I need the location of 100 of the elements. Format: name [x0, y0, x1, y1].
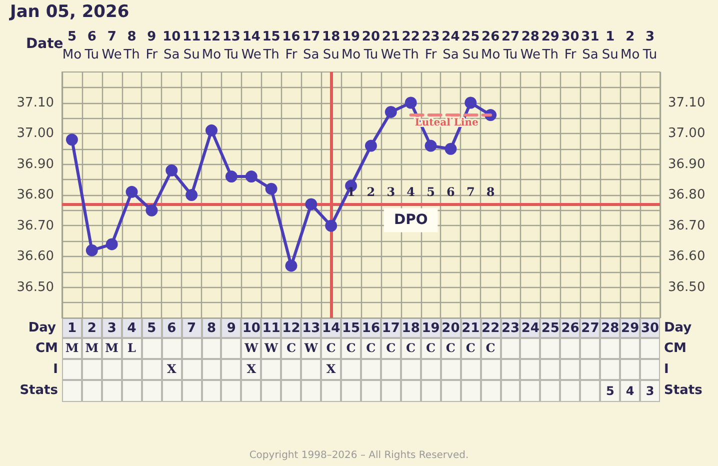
text: Copyright 1998–2026 – All Rights Reserved. [248, 450, 470, 461]
x2-tick-label: 4 [127, 321, 136, 336]
text: C [446, 341, 456, 355]
chart-title: Jan 05, 2026 [10, 2, 130, 22]
point [305, 198, 318, 210]
y-tick-label: 36.90 [16, 156, 54, 172]
text: C [386, 341, 396, 355]
x2-tick-label: 1 [67, 321, 76, 336]
text: Day [28, 320, 56, 336]
x-tick-label: 12 Mo [202, 30, 222, 62]
annotation: 1 [346, 185, 356, 200]
point [424, 140, 437, 152]
y-tick-label: 37.10 [16, 95, 54, 110]
x-tick-label: 1 Su [602, 30, 618, 62]
point [325, 220, 338, 232]
x-tick-label: 5 Mo [62, 30, 82, 62]
x-tick-label: 7 We [102, 30, 122, 62]
x2-tick-label: 3 [107, 321, 116, 336]
y-tick-label: 36.50 [16, 280, 54, 295]
x-tick-label: 27 Tu [501, 30, 520, 62]
text: 3 [646, 384, 654, 398]
y2-tick-label: 37.10 [668, 95, 706, 110]
annotation: 2 [366, 185, 376, 200]
annotation: 3 [386, 185, 396, 200]
text: C [346, 341, 356, 355]
text: C [426, 341, 436, 355]
x-tick-label: 25 Su [462, 30, 480, 62]
text: 5 [606, 384, 614, 398]
x-tick-label: 6 Tu [84, 30, 100, 62]
x-tick-label: 21 We [380, 30, 401, 62]
text: X [326, 362, 336, 376]
point [146, 204, 158, 216]
x-tick-label: 20 Tu [362, 30, 380, 62]
text: M [85, 341, 99, 355]
x-tick-label: 28 We [520, 30, 540, 62]
x-tick-label: 26 Mo [480, 30, 500, 62]
text: C [466, 341, 476, 355]
x-tick-label: 9 Fr [146, 30, 158, 62]
annotation: 8 [486, 185, 495, 200]
x-tick-label: 24 Sa [442, 30, 460, 62]
x-axis-title: Date [26, 36, 64, 52]
text: M [105, 341, 118, 355]
x-tick-label: 19 Mo [341, 30, 361, 62]
x-tick-label: 13 Tu [222, 30, 240, 62]
point [285, 260, 298, 272]
text: W [244, 341, 258, 355]
y2-tick-label: 36.50 [668, 280, 706, 295]
point [384, 106, 397, 118]
x-tick-label: 29 Th [541, 30, 560, 62]
x2-tick-label: 2 [87, 321, 96, 336]
point [86, 244, 98, 256]
x-tick-label: 11 Su [182, 30, 201, 62]
x2-tick-label: 6 [167, 321, 176, 336]
text: C [366, 341, 376, 355]
x-tick-label: 31 Sa [581, 30, 600, 62]
x2-axis-title: Day [664, 320, 692, 336]
text: X [246, 362, 256, 376]
point [186, 189, 198, 201]
annotation: 5 [426, 185, 435, 200]
x-tick-label: 2 Mo [620, 30, 640, 62]
category-label: Stats [20, 383, 58, 398]
y-tick-label: 37.00 [16, 126, 54, 141]
text: L [128, 341, 136, 355]
point [404, 96, 417, 109]
x2-tick-label: 5 [147, 321, 156, 336]
point [245, 170, 258, 183]
point [66, 134, 78, 146]
text: C [326, 341, 336, 355]
x-tick-label: 23 Fr [422, 30, 440, 62]
annotation: 6 [446, 185, 455, 200]
point [265, 182, 278, 195]
point [364, 140, 377, 152]
text: W [264, 341, 278, 355]
category-label: CM [36, 341, 58, 356]
category-label: I [664, 362, 669, 377]
annotation: 4 [406, 185, 416, 200]
text: C [286, 341, 296, 355]
x-tick-label: 8 Th [122, 30, 140, 62]
annotation: 7 [466, 185, 475, 200]
text: W [304, 341, 318, 355]
x-tick-label: 16 Fr [282, 30, 300, 62]
text: X [166, 362, 176, 376]
text: 4 [626, 384, 634, 398]
x-tick-label: 17 Sa [302, 30, 320, 62]
point [166, 164, 178, 176]
y-tick-label: 36.80 [16, 188, 54, 202]
text: M [65, 341, 79, 355]
x-tick-label: 18 Su [322, 30, 340, 62]
point [464, 96, 477, 109]
y2-tick-label: 36.90 [668, 156, 706, 172]
text: C [406, 341, 416, 355]
point [126, 186, 138, 198]
y-tick-label: 36.60 [16, 249, 54, 264]
text: C [486, 341, 496, 355]
point [106, 238, 118, 250]
x-tick-label: 14 We [241, 30, 262, 62]
y2-tick-label: 36.60 [668, 249, 706, 264]
category-label: Stats [664, 383, 702, 398]
point [225, 170, 238, 183]
y2-tick-label: 36.70 [668, 218, 706, 234]
